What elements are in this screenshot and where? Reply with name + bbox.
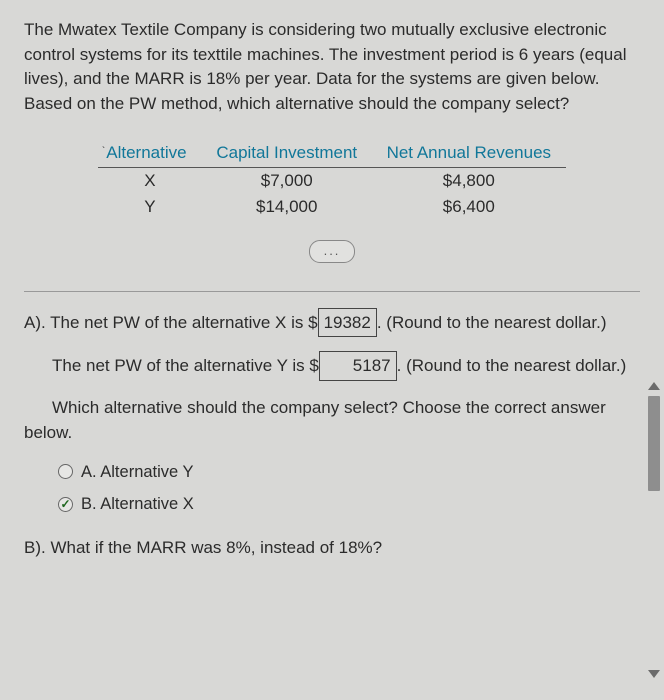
question-text: The Mwatex Textile Company is considerin… bbox=[24, 18, 640, 117]
ellipsis-button[interactable]: ... bbox=[309, 240, 356, 263]
answer-section: A). The net PW of the alternative X is $… bbox=[24, 308, 640, 561]
table-row: X $7,000 $4,800 bbox=[98, 167, 566, 194]
cell-alt: X bbox=[98, 167, 202, 194]
question-page: The Mwatex Textile Company is considerin… bbox=[0, 0, 664, 700]
radio-icon[interactable] bbox=[58, 464, 73, 479]
option-a-label: A. Alternative Y bbox=[81, 460, 194, 485]
cell-cap: $7,000 bbox=[202, 167, 372, 194]
col-header-capital: Capital Investment bbox=[202, 139, 372, 168]
pw-y-input[interactable]: 5187 bbox=[319, 351, 397, 381]
options-group: A. Alternative Y B. Alternative X bbox=[58, 460, 640, 518]
choose-prompt: Which alternative should the company sel… bbox=[24, 395, 640, 446]
header-alt-text: Alternative bbox=[106, 143, 186, 162]
col-header-alternative: `Alternative bbox=[98, 139, 202, 168]
cell-alt: Y bbox=[98, 194, 202, 220]
pw-x-pre: A). The net PW of the alternative X is $ bbox=[24, 313, 318, 332]
part-b-text: B). What if the MARR was 8%, instead of … bbox=[24, 535, 640, 561]
pw-x-post: . (Round to the nearest dollar.) bbox=[377, 313, 607, 332]
pw-y-pre: The net PW of the alternative Y is $ bbox=[52, 356, 319, 375]
option-b-label: B. Alternative X bbox=[81, 492, 194, 517]
pw-y-line: The net PW of the alternative Y is $5187… bbox=[24, 351, 640, 381]
pw-y-post: . (Round to the nearest dollar.) bbox=[397, 356, 627, 375]
scroll-up-icon[interactable] bbox=[648, 382, 660, 390]
pw-x-line: A). The net PW of the alternative X is $… bbox=[24, 308, 640, 338]
ellipsis-container: ... bbox=[24, 240, 640, 263]
data-table: `Alternative Capital Investment Net Annu… bbox=[98, 139, 566, 220]
option-b[interactable]: B. Alternative X bbox=[58, 492, 640, 517]
cell-cap: $14,000 bbox=[202, 194, 372, 220]
vertical-scrollbar[interactable] bbox=[646, 380, 662, 680]
cell-rev: $4,800 bbox=[372, 167, 567, 194]
option-a[interactable]: A. Alternative Y bbox=[58, 460, 640, 485]
scroll-down-icon[interactable] bbox=[648, 670, 660, 678]
tick-mark-icon: ` bbox=[102, 146, 105, 157]
col-header-revenues: Net Annual Revenues bbox=[372, 139, 567, 168]
divider bbox=[24, 291, 640, 292]
radio-icon[interactable] bbox=[58, 497, 73, 512]
cell-rev: $6,400 bbox=[372, 194, 567, 220]
table-row: Y $14,000 $6,400 bbox=[98, 194, 566, 220]
pw-x-input[interactable]: 19382 bbox=[318, 308, 377, 338]
scroll-thumb[interactable] bbox=[648, 396, 660, 491]
